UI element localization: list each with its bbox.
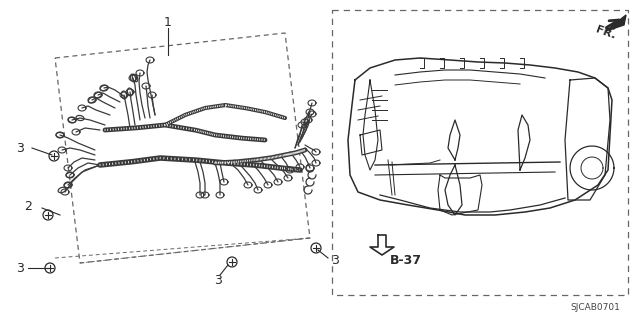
Text: SJCAB0701: SJCAB0701 <box>570 303 620 313</box>
Text: 3: 3 <box>331 253 339 267</box>
Text: 1: 1 <box>164 15 172 28</box>
Polygon shape <box>606 15 626 31</box>
Text: FR.: FR. <box>594 25 617 41</box>
Text: B-37: B-37 <box>390 253 422 267</box>
Text: 3: 3 <box>214 274 222 286</box>
Text: 3: 3 <box>16 141 24 155</box>
Text: 2: 2 <box>24 199 32 212</box>
Text: 3: 3 <box>16 261 24 275</box>
